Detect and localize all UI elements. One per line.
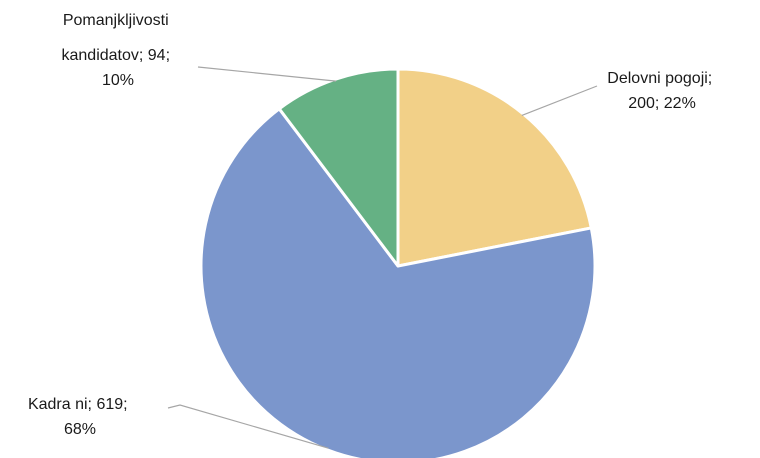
slice-label-line: 68% bbox=[64, 421, 96, 438]
slice-label-delovni-pogoji: Delovni pogoji; 200; 22% bbox=[607, 70, 716, 112]
slice-label-line: Kadra ni; 619; bbox=[28, 396, 128, 413]
pie-slices bbox=[199, 67, 597, 458]
leader-line bbox=[197, 66, 337, 82]
leader-line bbox=[167, 404, 329, 449]
slice-label-line: kandidatov; 94; bbox=[62, 47, 171, 64]
slice-label-pomanjkljivosti-kandidatov: Pomanjkljivosti kandidatov; 94; 10% bbox=[62, 12, 175, 89]
pie-slice-delovni-pogoji bbox=[396, 67, 593, 268]
slice-label-line: Delovni pogoji; bbox=[607, 70, 712, 87]
slice-label-line: 200; 22% bbox=[628, 95, 696, 112]
slice-label-kadra-ni: Kadra ni; 619; 68% bbox=[28, 396, 132, 438]
leader-lines bbox=[167, 66, 598, 449]
pie-slice-pomanjkljivosti-kandidatov bbox=[277, 67, 400, 268]
slice-label-line: 10% bbox=[102, 72, 134, 89]
pie-slice-kadra-ni bbox=[199, 107, 597, 458]
leader-line bbox=[521, 85, 598, 116]
slice-label-line: Pomanjkljivosti bbox=[63, 12, 169, 29]
